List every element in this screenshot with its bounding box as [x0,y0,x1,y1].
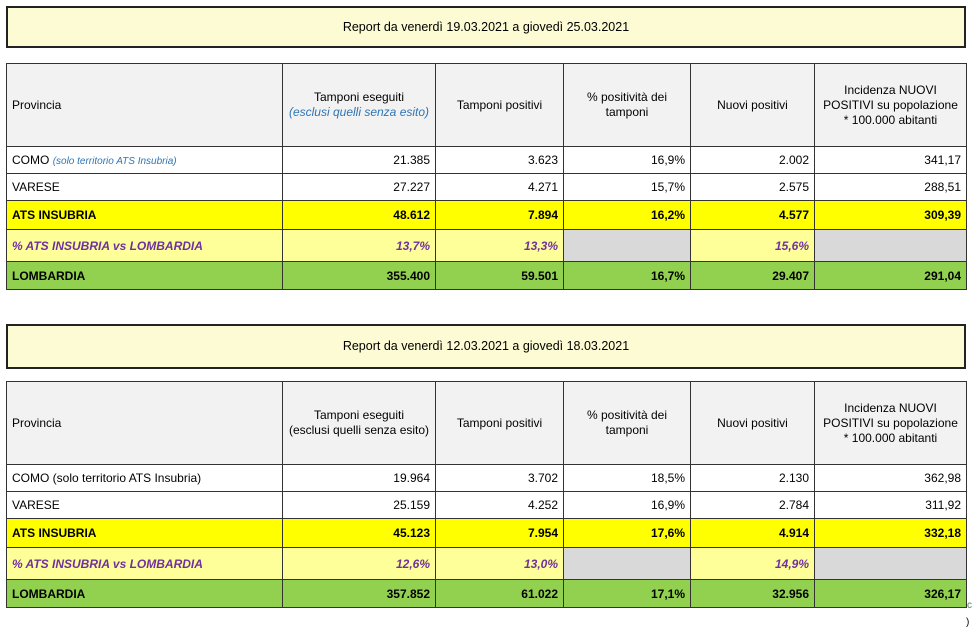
cell-provincia: VARESE [6,173,283,201]
cell-positivi: 4.252 [435,491,564,519]
cell-nuovi: 2.575 [690,173,815,201]
cell-incidenza: 291,04 [814,261,967,290]
cell-positivi: 3.623 [435,146,564,174]
report2-table: Provincia Tamponi eseguiti (esclusi quel… [6,381,967,608]
cell-eseguiti: 48.612 [282,200,436,230]
cell-provincia: LOMBARDIA [6,579,283,608]
cell-eseguiti: 19.964 [282,464,436,492]
cell-positivita: 16,9% [563,146,691,174]
cell-nuovi: 32.956 [690,579,815,608]
report1-title-banner: Report da venerdì 19.03.2021 a giovedì 2… [6,6,966,48]
table-row-lombardia: LOMBARDIA 355.400 59.501 16,7% 29.407 29… [6,261,967,290]
cell-provincia: % ATS INSUBRIA vs LOMBARDIA [6,229,283,262]
cell-positivi: 7.894 [435,200,564,230]
cell-positivita: 18,5% [563,464,691,492]
header-positivita: % positività dei tamponi [563,63,691,147]
edge-mark: ) [966,617,970,628]
header-provincia: Provincia [6,381,283,465]
cell-positivi: 59.501 [435,261,564,290]
cell-provincia: LOMBARDIA [6,261,283,290]
table-row-varese: VARESE 25.159 4.252 16,9% 2.784 311,92 [6,491,967,519]
table-row-ats-vs-lombardia: % ATS INSUBRIA vs LOMBARDIA 13,7% 13,3% … [6,229,967,262]
cell-incidenza: 326,17 [814,579,967,608]
como-note: (solo territorio ATS Insubria) [52,156,177,167]
cell-positivita: 16,2% [563,200,691,230]
cell-eseguiti: 12,6% [282,547,436,580]
cell-nuovi: 4.577 [690,200,815,230]
table-row-ats-vs-lombardia: % ATS INSUBRIA vs LOMBARDIA 12,6% 13,0% … [6,547,967,580]
header-incidenza: Incidenza NUOVI POSITIVI su popolazione … [814,63,967,147]
cell-nuovi: 15,6% [690,229,815,262]
cell-provincia: % ATS INSUBRIA vs LOMBARDIA [6,547,283,580]
header-nuovi-positivi: Nuovi positivi [690,381,815,465]
cell-eseguiti: 27.227 [282,173,436,201]
cell-nuovi: 2.002 [690,146,815,174]
report2-title-banner: Report da venerdì 12.03.2021 a giovedì 1… [6,324,966,369]
cell-incidenza-empty [814,547,967,580]
table-row-como: COMO (solo territorio ATS Insubria) 19.9… [6,464,967,492]
header-tamponi-eseguiti: Tamponi eseguiti (esclusi quelli senza e… [282,381,436,465]
cell-nuovi: 14,9% [690,547,815,580]
cell-positivita: 17,6% [563,518,691,548]
cell-eseguiti: 357.852 [282,579,436,608]
header-provincia: Provincia [6,63,283,147]
cell-eseguiti: 25.159 [282,491,436,519]
cell-provincia: ATS INSUBRIA [6,518,283,548]
report1-title: Report da venerdì 19.03.2021 a giovedì 2… [342,20,630,34]
cell-eseguiti: 355.400 [282,261,436,290]
cell-positivita-empty [563,547,691,580]
header-incidenza: Incidenza NUOVI POSITIVI su popolazione … [814,381,967,465]
cell-incidenza: 341,17 [814,146,967,174]
table-row-ats-insubria: ATS INSUBRIA 48.612 7.894 16,2% 4.577 30… [6,200,967,230]
cell-positivita: 16,7% [563,261,691,290]
cell-positivi: 3.702 [435,464,564,492]
cell-positivita: 15,7% [563,173,691,201]
cell-incidenza: 288,51 [814,173,967,201]
cell-nuovi: 29.407 [690,261,815,290]
cell-nuovi: 2.130 [690,464,815,492]
cell-provincia: COMO (solo territorio ATS Insubria) [6,146,283,174]
cell-positivi: 4.271 [435,173,564,201]
cell-positivita: 16,9% [563,491,691,519]
cell-positivi: 7.954 [435,518,564,548]
header-tamponi-positivi: Tamponi positivi [435,381,564,465]
table-row-como: COMO (solo territorio ATS Insubria) 21.3… [6,146,967,174]
header-tamponi-eseguiti: Tamponi eseguiti (esclusi quelli senza e… [282,63,436,147]
cell-positivi: 61.022 [435,579,564,608]
cell-incidenza: 311,92 [814,491,967,519]
cell-incidenza: 332,18 [814,518,967,548]
report1-table: Provincia Tamponi eseguiti (esclusi quel… [6,63,967,290]
header-positivita: % positività dei tamponi [563,381,691,465]
edge-mark: c [967,600,972,611]
cell-incidenza-empty [814,229,967,262]
cell-positivita: 17,1% [563,579,691,608]
table-header-row: Provincia Tamponi eseguiti (esclusi quel… [6,63,967,147]
cell-provincia: COMO (solo territorio ATS Insubria) [6,464,283,492]
cell-provincia: VARESE [6,491,283,519]
cell-positivi: 13,3% [435,229,564,262]
cell-positivi: 13,0% [435,547,564,580]
cell-eseguiti: 13,7% [282,229,436,262]
cell-eseguiti: 45.123 [282,518,436,548]
cell-nuovi: 2.784 [690,491,815,519]
cell-positivita-empty [563,229,691,262]
table-row-lombardia: LOMBARDIA 357.852 61.022 17,1% 32.956 32… [6,579,967,608]
cell-incidenza: 309,39 [814,200,967,230]
header-tamponi-positivi: Tamponi positivi [435,63,564,147]
header-tamponi-eseguiti-note: (esclusi quelli senza esito) [288,423,430,437]
table-row-varese: VARESE 27.227 4.271 15,7% 2.575 288,51 [6,173,967,201]
table-header-row: Provincia Tamponi eseguiti (esclusi quel… [6,381,967,465]
header-nuovi-positivi: Nuovi positivi [690,63,815,147]
table-row-ats-insubria: ATS INSUBRIA 45.123 7.954 17,6% 4.914 33… [6,518,967,548]
report2-title: Report da venerdì 12.03.2021 a giovedì 1… [342,339,630,353]
cell-nuovi: 4.914 [690,518,815,548]
header-tamponi-eseguiti-note: (esclusi quelli senza esito) [288,105,430,119]
cell-provincia: ATS INSUBRIA [6,200,283,230]
cell-incidenza: 362,98 [814,464,967,492]
cell-eseguiti: 21.385 [282,146,436,174]
